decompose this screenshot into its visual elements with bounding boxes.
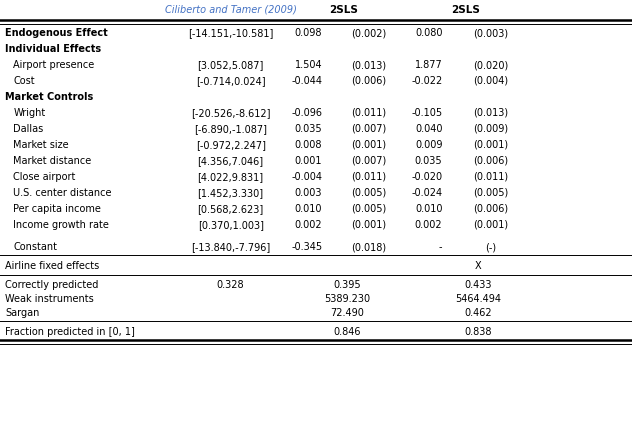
Text: Cost: Cost	[13, 76, 35, 86]
Text: (0.006): (0.006)	[351, 76, 386, 86]
Text: 0.008: 0.008	[295, 140, 322, 150]
Text: -0.004: -0.004	[291, 172, 322, 182]
Text: Wright: Wright	[13, 108, 46, 118]
Text: [-6.890,-1.087]: [-6.890,-1.087]	[194, 124, 267, 134]
Text: Market distance: Market distance	[13, 156, 92, 166]
Text: Airline fixed effects: Airline fixed effects	[5, 261, 99, 271]
Text: Correctly predicted: Correctly predicted	[5, 280, 99, 290]
Text: 0.009: 0.009	[415, 140, 442, 150]
Text: Dallas: Dallas	[13, 124, 44, 134]
Text: (0.013): (0.013)	[351, 60, 386, 70]
Text: [-13.840,-7.796]: [-13.840,-7.796]	[191, 242, 270, 252]
Text: [-20.526,-8.612]: [-20.526,-8.612]	[191, 108, 270, 118]
Text: 0.003: 0.003	[295, 188, 322, 198]
Text: (0.020): (0.020)	[473, 60, 509, 70]
Text: 0.098: 0.098	[295, 28, 322, 38]
Text: 0.035: 0.035	[295, 124, 322, 134]
Text: [0.370,1.003]: [0.370,1.003]	[198, 220, 264, 230]
Text: (0.006): (0.006)	[473, 156, 509, 166]
Text: (0.001): (0.001)	[351, 220, 386, 230]
Text: (0.003): (0.003)	[473, 28, 509, 38]
Text: [3.052,5.087]: [3.052,5.087]	[197, 60, 264, 70]
Text: 0.838: 0.838	[464, 327, 492, 337]
Text: 5464.494: 5464.494	[455, 294, 501, 304]
Text: -: -	[439, 242, 442, 252]
Text: (0.005): (0.005)	[473, 188, 509, 198]
Text: 0.433: 0.433	[464, 280, 492, 290]
Text: Market Controls: Market Controls	[5, 92, 94, 102]
Text: (-): (-)	[485, 242, 497, 252]
Text: 2SLS: 2SLS	[329, 5, 358, 15]
Text: (0.001): (0.001)	[351, 140, 386, 150]
Text: (0.002): (0.002)	[351, 28, 386, 38]
Text: Sargan: Sargan	[5, 308, 39, 318]
Text: (0.009): (0.009)	[473, 124, 509, 134]
Text: 0.462: 0.462	[464, 308, 492, 318]
Text: 2SLS: 2SLS	[451, 5, 480, 15]
Text: [0.568,2.623]: [0.568,2.623]	[198, 204, 264, 214]
Text: (0.013): (0.013)	[473, 108, 509, 118]
Text: 0.040: 0.040	[415, 124, 442, 134]
Text: 5389.230: 5389.230	[324, 294, 370, 304]
Text: -0.022: -0.022	[411, 76, 442, 86]
Text: (0.018): (0.018)	[351, 242, 386, 252]
Text: 0.035: 0.035	[415, 156, 442, 166]
Text: -0.105: -0.105	[411, 108, 442, 118]
Text: [-0.714,0.024]: [-0.714,0.024]	[196, 76, 265, 86]
Text: Market size: Market size	[13, 140, 69, 150]
Text: 0.010: 0.010	[415, 204, 442, 214]
Text: (0.001): (0.001)	[473, 140, 509, 150]
Text: 0.395: 0.395	[333, 280, 361, 290]
Text: 0.080: 0.080	[415, 28, 442, 38]
Text: Constant: Constant	[13, 242, 58, 252]
Text: (0.001): (0.001)	[473, 220, 509, 230]
Text: [1.452,3.330]: [1.452,3.330]	[198, 188, 264, 198]
Text: 0.001: 0.001	[295, 156, 322, 166]
Text: Individual Effects: Individual Effects	[5, 44, 101, 54]
Text: (0.004): (0.004)	[473, 76, 509, 86]
Text: (0.005): (0.005)	[351, 188, 386, 198]
Text: 0.002: 0.002	[415, 220, 442, 230]
Text: (0.011): (0.011)	[351, 172, 386, 182]
Text: (0.006): (0.006)	[473, 204, 509, 214]
Text: Ciliberto and Tamer (2009): Ciliberto and Tamer (2009)	[165, 5, 296, 15]
Text: -0.345: -0.345	[291, 242, 322, 252]
Text: Endogenous Effect: Endogenous Effect	[5, 28, 108, 38]
Text: [4.022,9.831]: [4.022,9.831]	[198, 172, 264, 182]
Text: Fraction predicted in [0, 1]: Fraction predicted in [0, 1]	[5, 327, 135, 337]
Text: Weak instruments: Weak instruments	[5, 294, 94, 304]
Text: (0.011): (0.011)	[351, 108, 386, 118]
Text: -0.044: -0.044	[291, 76, 322, 86]
Text: -0.024: -0.024	[411, 188, 442, 198]
Text: 0.328: 0.328	[217, 280, 245, 290]
Text: 0.846: 0.846	[333, 327, 361, 337]
Text: -0.096: -0.096	[291, 108, 322, 118]
Text: (0.007): (0.007)	[351, 124, 386, 134]
Text: Close airport: Close airport	[13, 172, 76, 182]
Text: [-0.972,2.247]: [-0.972,2.247]	[196, 140, 265, 150]
Text: Per capita income: Per capita income	[13, 204, 101, 214]
Text: 1.504: 1.504	[295, 60, 322, 70]
Text: 72.490: 72.490	[330, 308, 364, 318]
Text: -0.020: -0.020	[411, 172, 442, 182]
Text: Airport presence: Airport presence	[13, 60, 95, 70]
Text: (0.005): (0.005)	[351, 204, 386, 214]
Text: [-14.151,-10.581]: [-14.151,-10.581]	[188, 28, 274, 38]
Text: U.S. center distance: U.S. center distance	[13, 188, 112, 198]
Text: 0.002: 0.002	[295, 220, 322, 230]
Text: 0.010: 0.010	[295, 204, 322, 214]
Text: (0.007): (0.007)	[351, 156, 386, 166]
Text: Income growth rate: Income growth rate	[13, 220, 109, 230]
Text: [4.356,7.046]: [4.356,7.046]	[198, 156, 264, 166]
Text: X: X	[475, 261, 481, 271]
Text: (0.011): (0.011)	[473, 172, 509, 182]
Text: 1.877: 1.877	[415, 60, 442, 70]
